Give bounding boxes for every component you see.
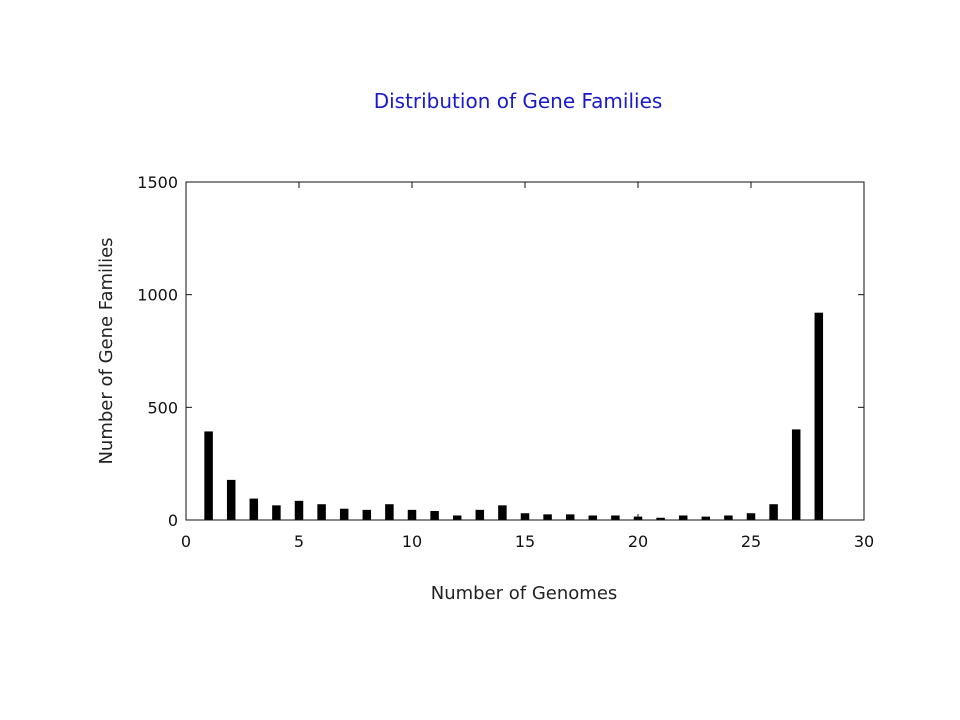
x-tick-label-10: 10 [402, 532, 422, 551]
bar-11 [430, 510, 439, 520]
bar-9 [385, 504, 394, 520]
bar-13 [475, 509, 485, 520]
x-tick-label-20: 20 [628, 532, 648, 551]
bar-1 [204, 431, 213, 520]
bar-5 [294, 500, 304, 520]
bar-16 [543, 514, 552, 520]
bar-21 [656, 517, 665, 520]
y-tick-label-500: 500 [147, 398, 178, 417]
plot-frame [185, 181, 865, 521]
bar-23 [701, 516, 711, 520]
x-tick-label-15: 15 [515, 532, 535, 551]
bar-3 [249, 498, 259, 520]
bar-7 [339, 508, 349, 520]
bar-18 [588, 515, 598, 520]
plot-area: 0 5 10 15 20 25 30 0 500 1000 1500 [137, 173, 874, 551]
bar-4 [272, 505, 281, 520]
bars-group [204, 312, 824, 520]
bar-26 [769, 504, 778, 520]
bar-12 [452, 515, 462, 520]
y-tick-label-1500: 1500 [137, 173, 178, 192]
x-tick-label-0: 0 [181, 532, 191, 551]
bar-2 [226, 479, 236, 520]
y-tick-label-1000: 1000 [137, 286, 178, 305]
bar-22 [678, 515, 688, 520]
x-axis-label: Number of Genomes [431, 583, 618, 604]
bar-6 [317, 504, 326, 520]
bar-19 [611, 515, 620, 520]
x-tick-label-30: 30 [854, 532, 874, 551]
bar-28 [814, 312, 824, 520]
x-tick-label-25: 25 [741, 532, 761, 551]
y-axis-label: Number of Gene Families [96, 237, 117, 464]
y-tick-label-0: 0 [168, 511, 178, 530]
bar-8 [362, 509, 372, 520]
bar-27 [791, 429, 801, 520]
x-tick-label-5: 5 [294, 532, 304, 551]
x-axis-ticks: 0 5 10 15 20 25 30 [181, 182, 874, 551]
y-axis-ticks: 0 500 1000 1500 [137, 173, 864, 530]
bar-24 [724, 515, 733, 520]
bar-14 [498, 505, 507, 520]
bar-17 [565, 514, 575, 520]
chart-title: Distribution of Gene Families [374, 89, 663, 113]
